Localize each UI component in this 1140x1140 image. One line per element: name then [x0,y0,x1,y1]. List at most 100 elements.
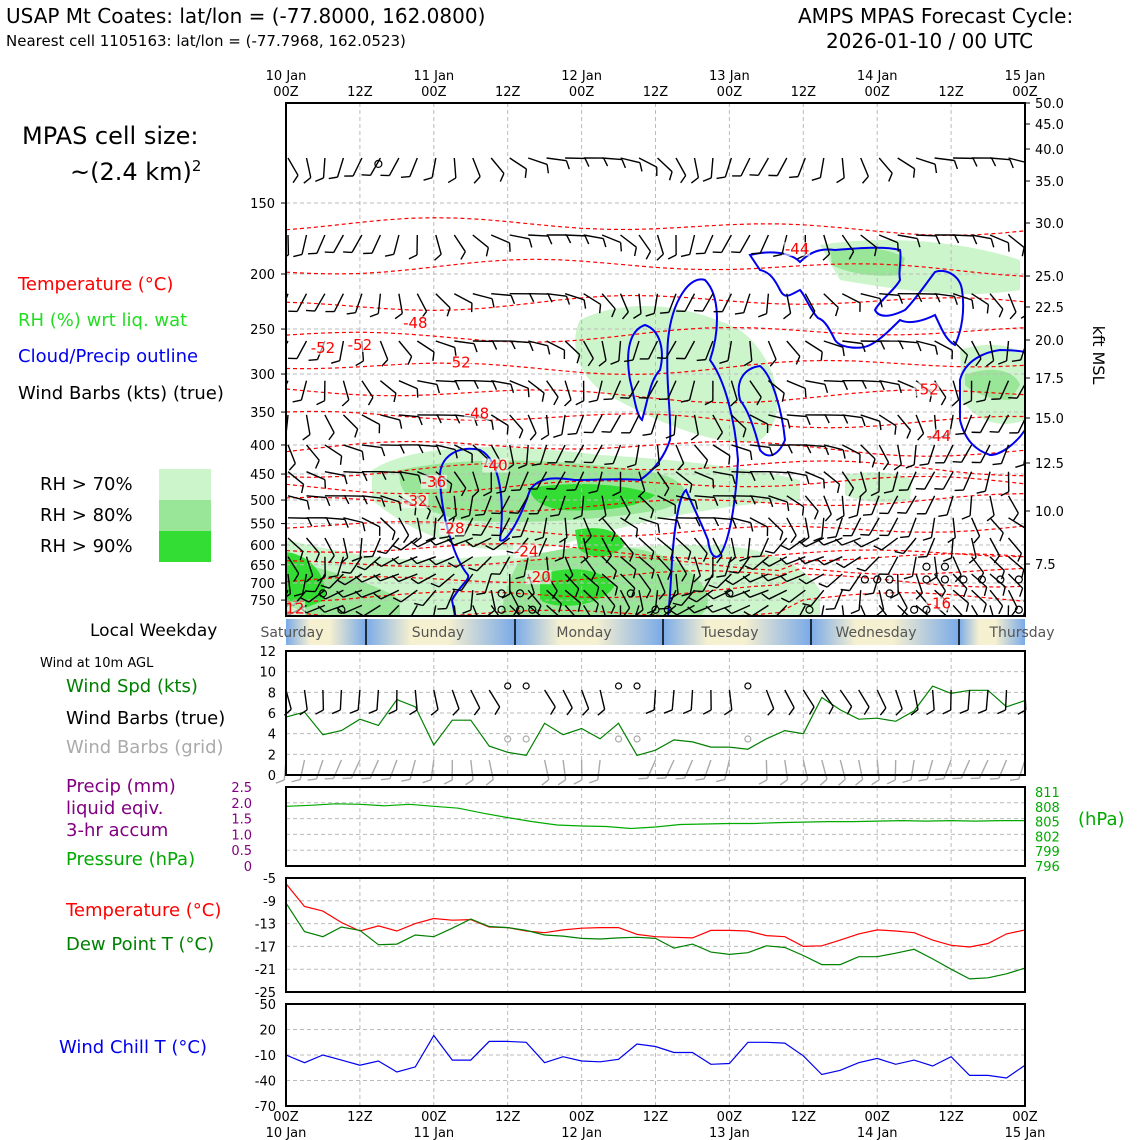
calm-wind-marker [1014,605,1023,614]
temperature-panel-tick-label: -9 [263,895,276,910]
cross-section-wind-barb [989,556,1005,580]
cross-section-wind-barb [690,157,700,184]
cross-section-wind-barb [546,293,571,305]
cross-section-wind-barb [583,234,607,248]
cloud-outline [737,364,787,457]
cross-section-wind-barb [842,517,862,537]
calm-wind-marker [725,589,734,598]
cross-section-wind-barb [712,537,723,564]
temperature-contour-label: -52 [914,380,939,398]
cross-section-wind-barb [324,444,343,465]
cross-section-wind-barb [971,444,991,464]
cross-section-wind-barb [919,444,936,466]
cross-section-wind-barb [761,589,788,600]
cross-section-wind-barb [680,234,696,258]
cross-section-wind-barb [730,414,747,438]
cross-section-wind-barb [491,556,511,575]
pressure-tick-label: 802 [1035,830,1060,845]
rh-legend-70-label: RH > 70% [40,474,133,495]
dewpoint-line [285,902,1026,980]
cross-section-wind-barb [546,340,566,360]
cross-section-wind-barb [835,556,862,569]
temperature-contour [286,217,1025,237]
bottom-axis-hour-label: 12Z [495,1110,521,1125]
cross-section-wind-barb [915,573,924,600]
cross-section-wind-barb [989,293,1004,318]
cross-section-wind-barb [716,556,733,578]
cross-section-wind-barb [693,537,708,562]
cell-subtitle: Nearest cell 1105163: lat/lon = (-77.796… [6,32,406,50]
cross-section-wind-barb [971,234,995,248]
cross-section-wind-barb [564,340,581,364]
cross-section-wind-barb [511,471,529,492]
cross-section-wind-barb [546,234,572,244]
cross-section-wind-barb [428,556,455,566]
cross-section-wind-barb [638,556,655,579]
calm-wind-marker [805,605,814,614]
cross-section-wind-barb [915,471,936,490]
cross-section-wind-barb [527,589,542,615]
cross-section-wind-barb [550,495,566,517]
cross-section-wind-barb [789,157,806,179]
top-axis-hour-label: 00Z [717,85,743,100]
cross-section-wind-barb [768,444,793,454]
cross-section-wind-barb [361,444,386,457]
cross-section-wind-barb [447,537,474,546]
cross-section-wind-barb [772,604,788,616]
cross-section-wind-barb [373,556,400,568]
cross-section-wind-barb [583,605,595,616]
cross-section-wind-barb [303,157,312,184]
bottom-axis-day-label: 15 Jan [1005,1126,1046,1140]
cross-section-wind-barb [989,589,1004,615]
cross-section-wind-barb [363,537,382,558]
bottom-axis-day-label: 11 Jan [413,1126,454,1140]
surface-wind-barb-grid [557,759,567,786]
calm-wind-marker [860,575,869,584]
cross-section-wind-barb [472,380,498,391]
temperature-contour [286,520,1025,537]
surface-wind-barb-grid [1009,759,1026,782]
cross-section-wind-barb [566,471,585,492]
cross-section-wind-barb [989,573,1006,596]
temperature-label-bg [346,338,373,353]
cross-section-wind-barb [287,517,313,527]
cross-section-wind-barb [583,573,600,596]
cross-section-wind-barb [435,444,458,459]
cross-section-wind-barb [573,495,585,520]
surface-wind-barb-grid [952,759,971,780]
rh-shading-region [530,484,655,511]
surface-wind-barb-grid [485,759,494,786]
cross-section-wind-barb [841,234,855,260]
cross-section-wind-barb [656,471,670,497]
cross-section-wind-barb [483,471,493,497]
cross-section-wind-barb [582,517,592,544]
bottom-axis-hour-label: 00Z [1012,1110,1038,1125]
temperature-panel-tick-label: -21 [255,963,276,978]
cross-section-wind-barb [468,556,492,572]
cross-section-wind-barb [856,556,880,572]
cross-section-wind-barb [621,414,640,434]
cross-section-wind-barb [330,340,345,364]
cross-section-wind-barb [786,471,810,485]
cross-section-wind-barb [841,444,861,464]
cross-section-wind-barb [952,604,968,616]
rh-legend-90-swatch [159,531,211,562]
cross-section-wind-barb [802,589,825,607]
cross-section-wind-barb [724,573,751,586]
temperature-contour-label: -16 [927,595,952,613]
temperature-label-bg [402,316,429,331]
cross-section-wind-barb [460,495,474,519]
cross-section-wind-barb [527,471,548,490]
cross-section-wind-barb [1007,589,1018,616]
cross-section-wind-barb [430,573,455,588]
cross-section-wind-barb [665,414,677,439]
surface-wind-barb-true [315,689,325,715]
cross-section-wind-barb [767,517,784,541]
cross-section-wind-barb [971,293,990,314]
cross-section-wind-barb [672,589,696,607]
cross-section-wind-barb [292,380,308,403]
cross-section-wind-barb [380,157,400,177]
cross-section-wind-barb [1019,605,1025,616]
surface-wind-barb-grid [401,759,416,782]
cross-section-wind-barb [848,495,862,519]
